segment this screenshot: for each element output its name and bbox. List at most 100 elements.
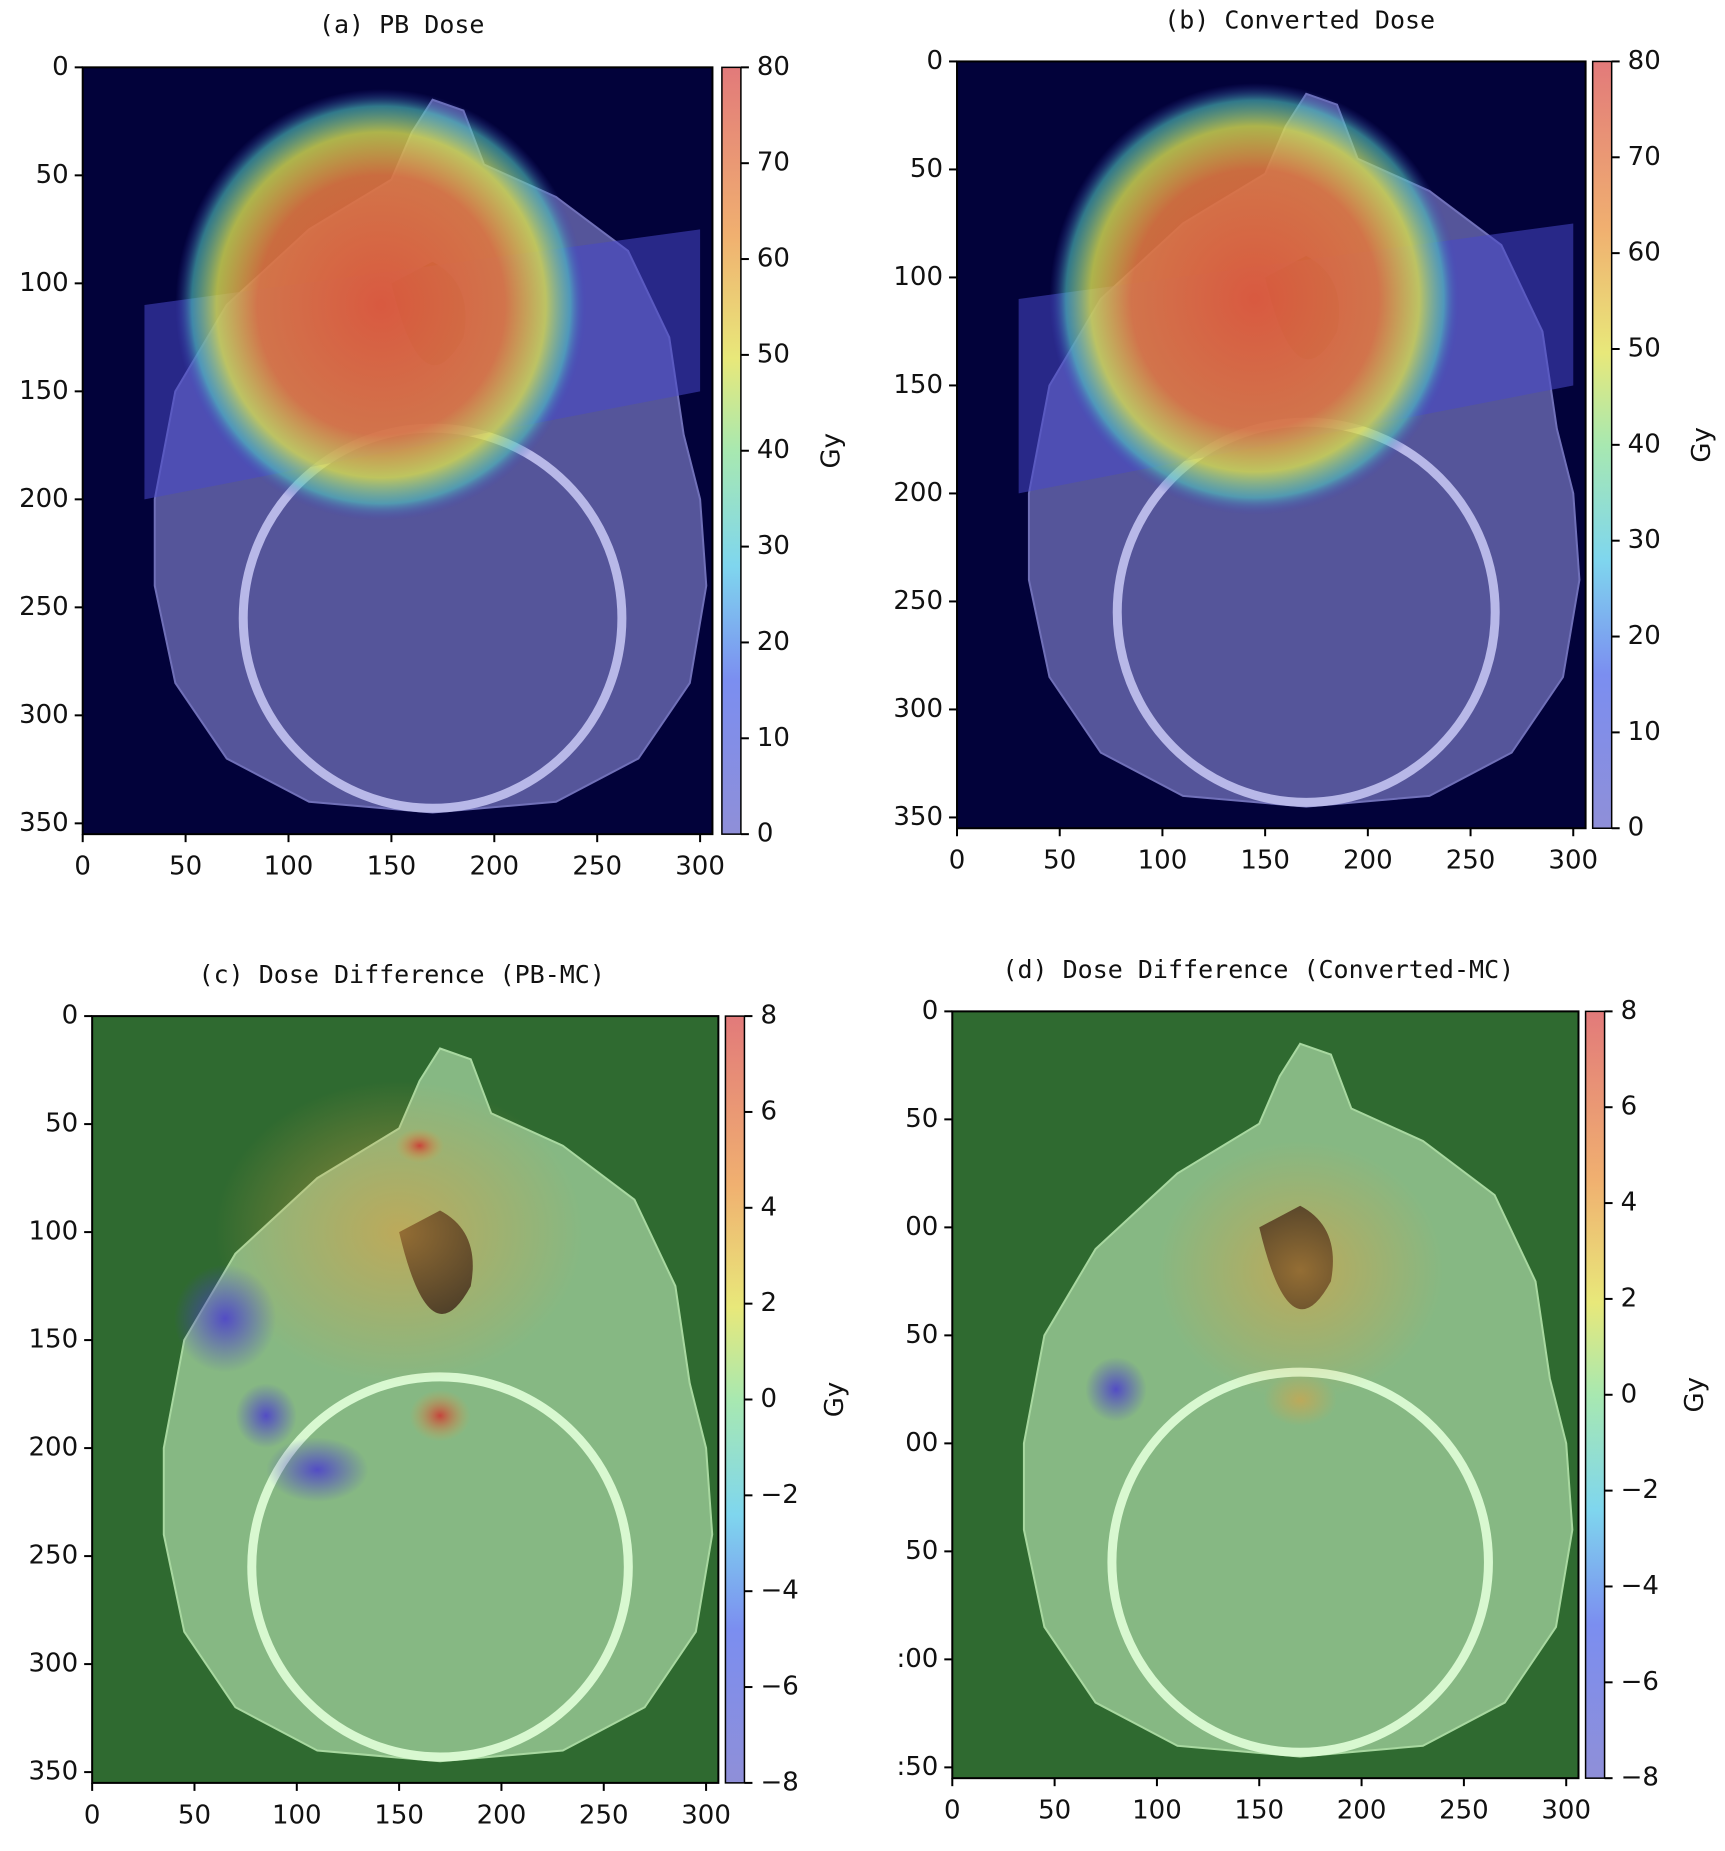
colorbar-label: Gy (820, 1382, 850, 1418)
frame (956, 60, 1587, 830)
y-tick-label: 200 (29, 1433, 79, 1463)
image (952, 1011, 1579, 1779)
colorbar-tick-label: 6 (1621, 1092, 1638, 1122)
y-tick-label: 50 (905, 1536, 938, 1566)
y-tick-label: 300 (19, 700, 69, 730)
y-tick-label: 0 (52, 52, 69, 82)
x-tick-label: 300 (675, 852, 725, 882)
y-tick-label: 50 (36, 160, 69, 190)
colorbar-tick-label: 0 (760, 1384, 777, 1414)
colorbar (724, 1015, 746, 1784)
dose-region (174, 1264, 277, 1373)
y-tick-label: 50 (45, 1109, 78, 1139)
colorbar-tick-label: 10 (1628, 717, 1661, 747)
panel-title: (c) Dose Difference (PB-MC) (199, 960, 605, 989)
x-tick-label: 200 (469, 852, 519, 882)
colorbar-tick-label: 0 (1628, 813, 1645, 843)
colorbar-tick-label: −6 (1621, 1667, 1659, 1697)
x-tick-label: 250 (1439, 1796, 1489, 1826)
colorbar-tick-label: 4 (1621, 1188, 1638, 1218)
x-tick-label: 150 (1240, 846, 1290, 876)
x-tick-label: 0 (84, 1800, 101, 1830)
colorbar-tick-label: −4 (1621, 1571, 1659, 1601)
colorbar-tick-label: 60 (757, 244, 790, 274)
y-tick-label: 350 (19, 808, 69, 838)
y-tick-label: 150 (29, 1325, 79, 1355)
y-tick-label: 00 (905, 1212, 938, 1242)
image (92, 1016, 719, 1783)
colorbar-tick-label: 0 (757, 819, 774, 849)
panel-title: (a) PB Dose (319, 10, 485, 39)
y-tick-label: 150 (19, 376, 69, 406)
x-tick-label: 100 (1132, 1796, 1182, 1826)
colorbar-tick-label: 40 (1628, 429, 1661, 459)
colorbar-tick-label: 80 (1628, 46, 1661, 76)
dose-region (409, 1389, 471, 1442)
colorbar-tick-label: 10 (757, 723, 790, 753)
colorbar-label: Gy (1680, 1377, 1710, 1413)
dose-region (175, 88, 587, 521)
y-tick-label: 350 (29, 1757, 79, 1787)
image (957, 61, 1586, 829)
colorbar-tick-label: 0 (1621, 1379, 1638, 1409)
dose-region (1049, 83, 1461, 516)
colorbar-tick-label: 20 (757, 627, 790, 657)
y-tick-label: 200 (19, 484, 69, 514)
frame (91, 1015, 720, 1784)
x-tick-label: 50 (169, 852, 202, 882)
colorbar-tick-label: 60 (1628, 238, 1661, 268)
colorbar-tick-label: −2 (1621, 1475, 1659, 1505)
y-tick-label: 50 (910, 154, 943, 184)
x-tick-label: 0 (74, 852, 91, 882)
x-tick-label: 200 (1343, 846, 1393, 876)
y-tick-label: 250 (19, 592, 69, 622)
colorbar-tick-label: 40 (757, 435, 790, 465)
colorbar-tick-label: 70 (1628, 142, 1661, 172)
x-tick-label: 100 (1138, 846, 1188, 876)
colorbar-tick-label: 8 (760, 1001, 777, 1031)
panel-title: (d) Dose Difference (Converted-MC) (1002, 955, 1514, 984)
x-tick-label: 250 (579, 1800, 629, 1830)
colorbar-tick-label: −6 (760, 1672, 798, 1702)
colorbar-tick-label: 2 (1621, 1283, 1638, 1313)
y-tick-label: 200 (893, 478, 943, 508)
y-tick-label: :00 (896, 1644, 938, 1674)
colorbar-label: Gy (1687, 427, 1717, 463)
y-tick-label: 100 (29, 1217, 79, 1247)
y-tick-label: 00 (905, 1428, 938, 1458)
y-tick-label: 350 (893, 802, 943, 832)
colorbar-tick-label: 80 (757, 52, 790, 82)
frame (951, 1010, 1580, 1780)
y-tick-label: 50 (905, 1104, 938, 1134)
x-tick-label: 200 (1337, 1796, 1387, 1826)
image (82, 67, 713, 835)
colorbar-tick-label: 20 (1628, 621, 1661, 651)
x-tick-label: 50 (1038, 1796, 1071, 1826)
x-tick-label: 50 (178, 1800, 211, 1830)
y-tick-label: :50 (896, 1752, 938, 1782)
dose-region (395, 1128, 445, 1163)
dose-region (266, 1437, 369, 1503)
x-tick-label: 150 (1234, 1796, 1284, 1826)
colorbar-tick-label: 8 (1621, 996, 1638, 1026)
y-tick-label: 0 (62, 1001, 79, 1031)
x-tick-label: 200 (477, 1800, 527, 1830)
x-tick-label: 0 (944, 1796, 961, 1826)
y-tick-label: 300 (893, 694, 943, 724)
colorbar-label: Gy (816, 433, 846, 469)
colorbar-tick-label: 4 (760, 1192, 777, 1222)
y-tick-label: 300 (29, 1649, 79, 1679)
colorbar (721, 66, 742, 835)
y-tick-label: 150 (893, 370, 943, 400)
y-tick-label: 0 (922, 996, 939, 1026)
x-tick-label: 50 (1043, 846, 1076, 876)
x-tick-label: 150 (367, 852, 417, 882)
colorbar-tick-label: 30 (1628, 525, 1661, 555)
panel-title: (b) Converted Dose (1164, 5, 1435, 34)
y-tick-label: 100 (19, 268, 69, 298)
colorbar-tick-label: 6 (760, 1096, 777, 1126)
colorbar-tick-label: 30 (757, 531, 790, 561)
colorbar-tick-label: −4 (760, 1576, 798, 1606)
dose-region (1263, 1374, 1338, 1427)
y-tick-label: 0 (926, 46, 943, 76)
